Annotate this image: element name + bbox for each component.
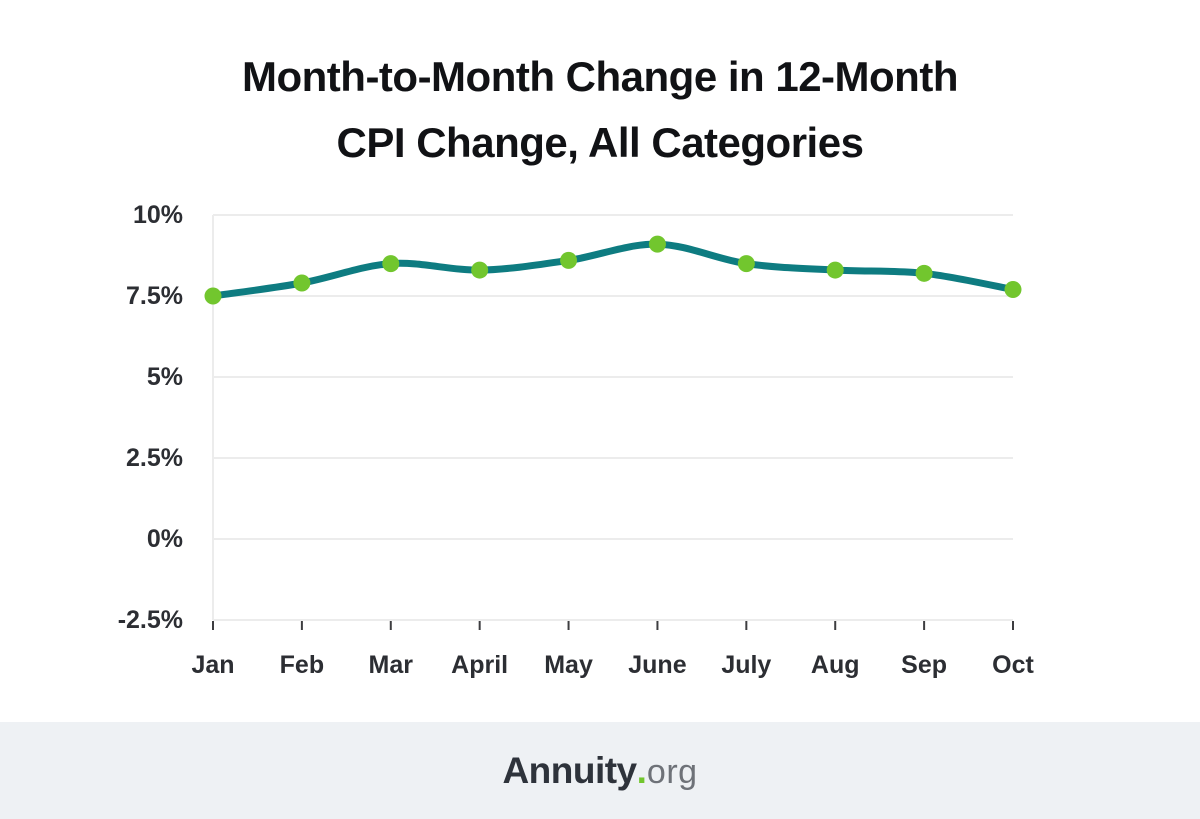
x-axis-category-label: June [628,651,687,679]
y-axis-tick-label: 0% [146,525,183,553]
data-point-marker [293,274,311,292]
x-axis-category-label: May [544,651,593,679]
chart-title: Month-to-Month Change in 12-Month CPI Ch… [0,44,1200,176]
data-point-marker [560,251,578,269]
x-axis-category-label: Mar [368,651,413,679]
y-axis-tick-label: 5% [146,363,183,391]
y-axis-tick-label: 7.5% [126,282,183,310]
annuity-org-logo: Annuity.org [502,750,697,792]
chart-title-line-2: CPI Change, All Categories [336,119,864,166]
logo-brand-text: Annuity [502,749,637,791]
cpi-line-series [209,240,1017,300]
data-point-marker [204,287,222,305]
data-point-marker [382,255,400,273]
y-axis-tick-label: 2.5% [126,444,183,472]
footer-bar: Annuity.org [0,722,1200,819]
x-axis-category-label: Aug [810,651,860,679]
y-axis-tick-label: -2.5% [117,606,183,634]
data-point-marker [471,261,489,279]
x-axis-category-label: April [451,651,509,679]
x-axis-category-label: Jan [191,651,235,679]
y-axis-tick-label: 10% [132,201,183,229]
chart-title-line-1: Month-to-Month Change in 12-Month [242,53,958,100]
line-chart: 10% 7.5% 5% 2.5% 0% -2.5% Jan Feb Mar April May Ju… [117,201,1034,679]
x-axis-category-label: Sep [901,651,948,679]
data-point-marker [1004,281,1022,299]
x-axis-category-label: Feb [279,651,325,679]
data-point-marker [737,255,755,273]
x-axis-category-label: Oct [992,651,1034,679]
data-point-marker [826,261,844,279]
logo-green-dot: . [636,749,647,791]
data-point-marker [915,264,933,282]
x-axis-category-label: July [721,651,772,679]
data-point-marker [648,235,666,253]
logo-tld-text: org [646,752,698,791]
chart-plot-svg [204,214,1022,630]
